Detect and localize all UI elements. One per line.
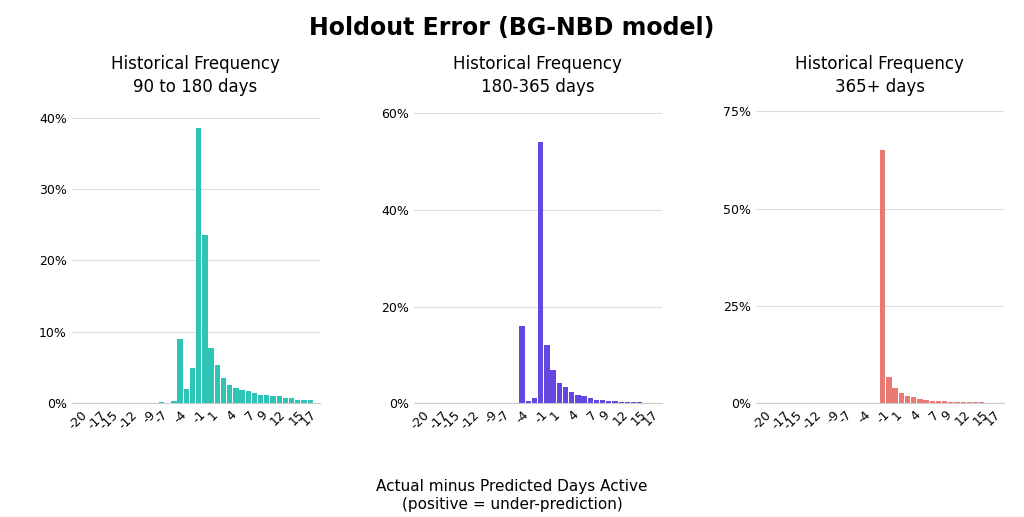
Bar [967, 402, 972, 403]
Bar [886, 377, 892, 403]
Bar [215, 364, 220, 403]
Bar [258, 394, 263, 403]
Bar [936, 401, 941, 403]
Bar [618, 402, 624, 403]
Bar [227, 385, 232, 403]
Bar [519, 326, 524, 403]
Bar [233, 388, 239, 403]
Bar [563, 387, 568, 403]
Bar [588, 399, 593, 403]
Bar [307, 400, 313, 403]
Bar [979, 402, 984, 403]
Title: Historical Frequency
365+ days: Historical Frequency 365+ days [796, 55, 964, 96]
Bar [905, 396, 910, 403]
Bar [270, 396, 275, 403]
Bar [264, 396, 269, 403]
Bar [276, 396, 282, 403]
Bar [301, 400, 306, 403]
Bar [924, 400, 929, 403]
Bar [189, 368, 196, 403]
Bar [283, 398, 288, 403]
Bar [575, 394, 581, 403]
Bar [954, 402, 959, 403]
Bar [196, 128, 202, 403]
Bar [531, 399, 538, 403]
Bar [295, 400, 300, 403]
Bar [948, 402, 953, 403]
Bar [240, 390, 245, 403]
Bar [880, 150, 886, 403]
Bar [289, 398, 294, 403]
Bar [209, 347, 214, 403]
Bar [606, 401, 611, 403]
Bar [625, 402, 630, 403]
Bar [538, 142, 544, 403]
Bar [557, 384, 562, 403]
Bar [569, 392, 574, 403]
Bar [203, 235, 208, 403]
Bar [252, 393, 257, 403]
Bar [899, 393, 904, 403]
Bar [911, 398, 916, 403]
Bar [582, 397, 587, 403]
Bar [637, 402, 642, 403]
Bar [631, 402, 636, 403]
Bar [594, 400, 599, 403]
Bar [171, 401, 176, 403]
Text: Holdout Error (BG-NBD model): Holdout Error (BG-NBD model) [309, 16, 715, 39]
Bar [930, 401, 935, 403]
Text: Actual minus Predicted Days Active
(positive = under-prediction): Actual minus Predicted Days Active (posi… [376, 479, 648, 512]
Bar [246, 391, 251, 403]
Bar [893, 388, 898, 403]
Bar [942, 401, 947, 403]
Title: Historical Frequency
90 to 180 days: Historical Frequency 90 to 180 days [112, 55, 280, 96]
Bar [918, 399, 923, 403]
Bar [551, 370, 556, 403]
Bar [545, 345, 550, 403]
Bar [600, 400, 605, 403]
Title: Historical Frequency
180-365 days: Historical Frequency 180-365 days [454, 55, 622, 96]
Bar [961, 402, 966, 403]
Bar [177, 339, 182, 403]
Bar [221, 377, 226, 403]
Bar [183, 389, 189, 403]
Bar [525, 401, 530, 403]
Bar [973, 402, 978, 403]
Bar [612, 401, 617, 403]
Bar [159, 402, 164, 403]
